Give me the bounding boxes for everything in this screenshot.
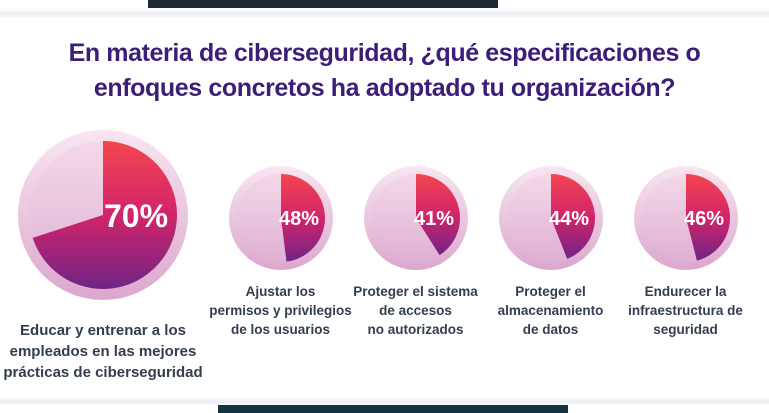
- pie-value: 41%: [413, 208, 453, 230]
- pie-value: 48%: [278, 208, 318, 230]
- pie-graphic: 46%: [633, 166, 738, 270]
- pie-chart-endurecer-infraestructura: 46% Endurecer la infraestructura de segu…: [618, 127, 753, 339]
- bottom-crop-bar: [218, 405, 568, 413]
- pie-graphic: 41%: [363, 166, 468, 270]
- pie-chart-ajustar-permisos: 48% Ajustar los permisos y privilegios d…: [209, 127, 352, 339]
- pie-wedge: [280, 174, 325, 262]
- chart-title: En materia de ciberseguridad, ¿qué espec…: [68, 39, 701, 102]
- pie-label: Ajustar los permisos y privilegios de lo…: [209, 284, 352, 337]
- pie-graphic: 44%: [498, 166, 603, 270]
- pie-wedge: [32, 141, 177, 289]
- top-edge-shadow: [0, 9, 769, 18]
- pie-chart-educar-entrenar: 70% Educar y entrenar a los empleados en…: [3, 127, 203, 383]
- pie-graphic: 48%: [228, 166, 333, 270]
- pie-value: 46%: [683, 208, 723, 230]
- pie-chart-proteger-sistema: 41% Proteger el sistema de accesos no au…: [348, 127, 483, 339]
- pie-wedge: [550, 174, 595, 259]
- pie-value: 44%: [548, 208, 588, 230]
- top-crop-bar: [148, 0, 498, 8]
- bottom-edge-shadow: [0, 397, 769, 406]
- pie-charts-row: 70% Educar y entrenar a los empleados en…: [3, 127, 753, 383]
- pie-label: Proteger el sistema de accesos no autori…: [353, 284, 478, 337]
- pie-label: Endurecer la infraestructura de segurida…: [628, 284, 743, 337]
- pie-graphic: 70%: [18, 130, 188, 300]
- pie-chart-proteger-almacenamiento: 44% Proteger el almacenamiento de datos: [483, 127, 618, 339]
- pie-value: 70%: [104, 198, 168, 234]
- pie-wedge: [685, 174, 730, 261]
- pie-label: Proteger el almacenamiento de datos: [497, 284, 604, 337]
- pie-wedge: [415, 174, 460, 256]
- pie-label: Educar y entrenar a los empleados en las…: [3, 322, 203, 381]
